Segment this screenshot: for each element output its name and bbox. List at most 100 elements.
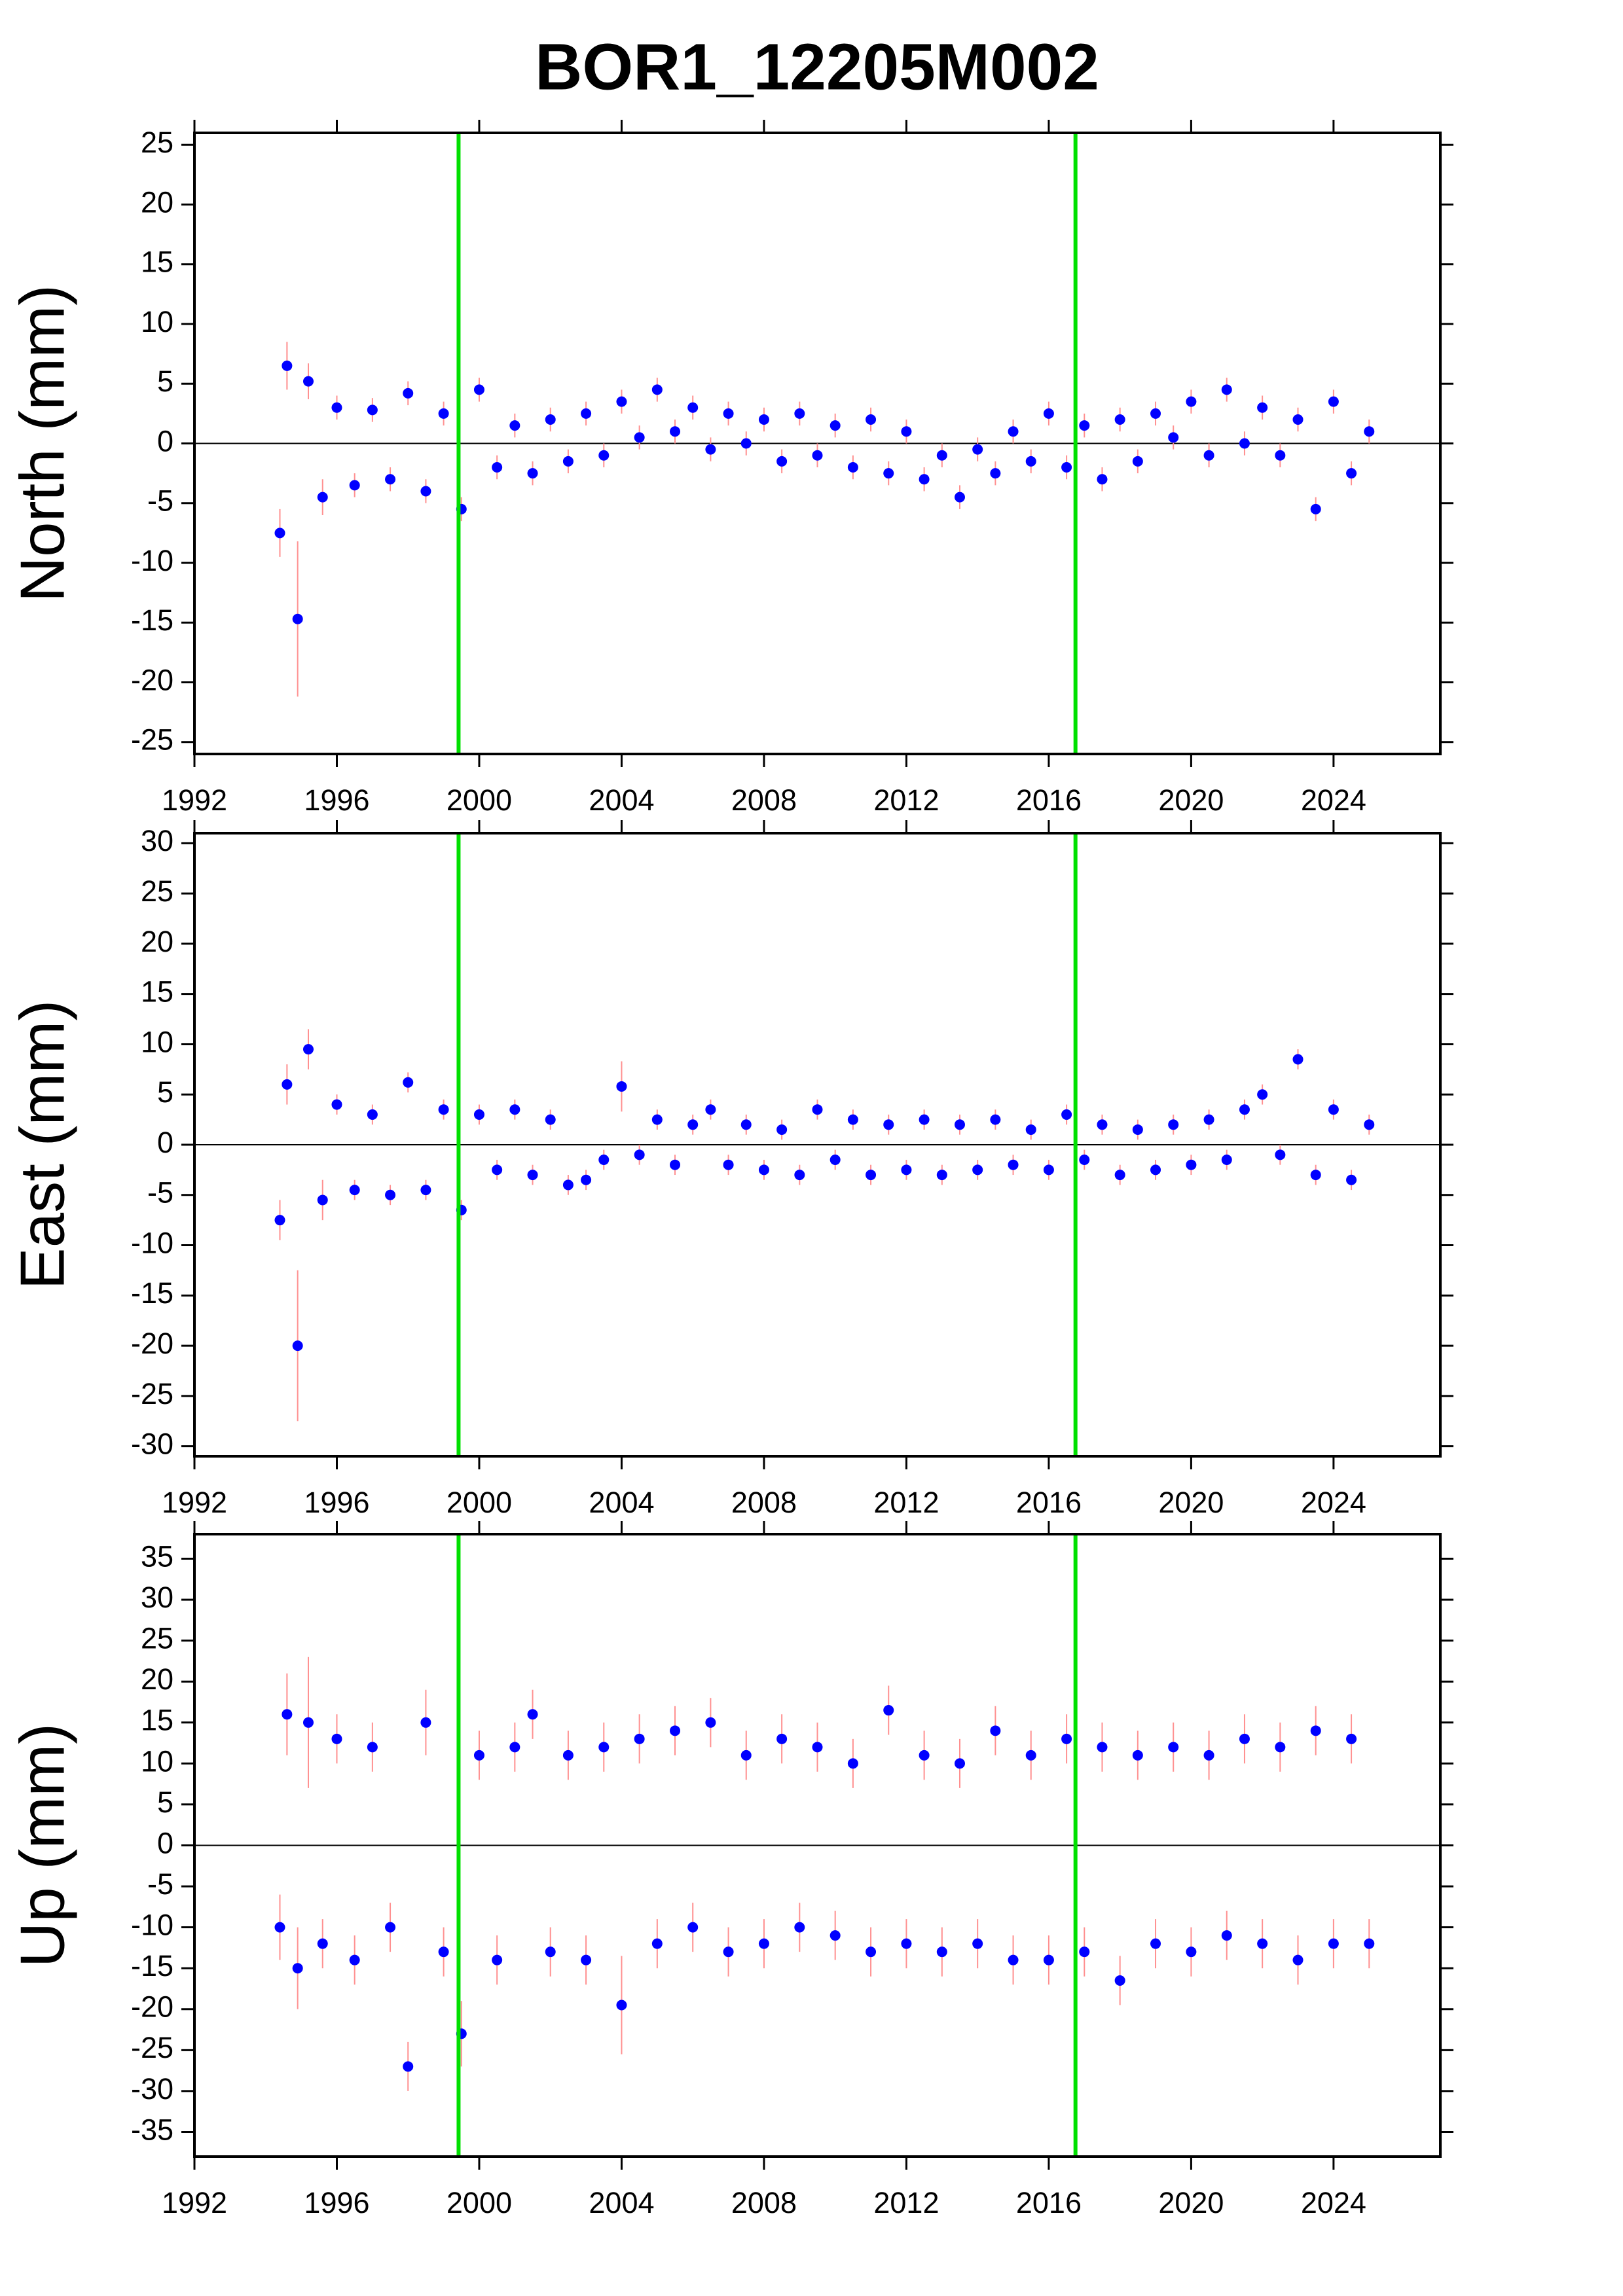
data-point (883, 1705, 894, 1716)
data-point (1221, 384, 1232, 395)
y-axis-label: East (mm) (7, 1000, 77, 1290)
data-point (1292, 414, 1304, 425)
data-point (403, 1077, 414, 1088)
data-point (527, 468, 538, 479)
data-point (1025, 1749, 1036, 1761)
data-point (1008, 1954, 1019, 1965)
data-point (302, 1717, 314, 1728)
x-tick-label: 2012 (873, 2186, 939, 2219)
data-point (1114, 1170, 1125, 1181)
data-point (1132, 1124, 1143, 1135)
data-point (403, 2061, 414, 2072)
data-point (758, 1164, 769, 1175)
figure-title: BOR1_12205M002 (535, 30, 1099, 103)
data-point (847, 1758, 858, 1769)
data-point (936, 450, 947, 461)
data-point (723, 1159, 734, 1170)
data-point (1079, 420, 1090, 431)
data-point (883, 468, 894, 479)
y-tick-label: 25 (141, 874, 173, 908)
data-point (1168, 1742, 1179, 1753)
data-point (473, 1109, 484, 1120)
data-point (420, 1185, 431, 1196)
data-point (776, 456, 788, 467)
data-point (990, 1114, 1001, 1125)
data-point (274, 528, 285, 539)
data-point (1043, 1164, 1054, 1175)
data-point (527, 1170, 538, 1181)
data-point (1328, 396, 1339, 407)
data-point (830, 1930, 841, 1941)
data-point (1079, 1155, 1090, 1166)
data-point (420, 1717, 431, 1728)
x-tick-label: 2000 (447, 1486, 512, 1519)
data-point (705, 1104, 716, 1115)
y-tick-label: 10 (141, 305, 173, 338)
y-tick-label: -10 (131, 1226, 173, 1259)
data-point (292, 1963, 303, 1974)
data-point (492, 1164, 503, 1175)
y-tick-label: -15 (131, 1276, 173, 1310)
data-point (883, 1119, 894, 1130)
y-tick-label: 35 (141, 1539, 173, 1573)
x-tick-label: 2008 (731, 783, 797, 817)
data-point (367, 1742, 378, 1753)
data-point (954, 1758, 965, 1769)
data-point (740, 1119, 752, 1130)
data-point (651, 1114, 663, 1125)
data-point (705, 1717, 716, 1728)
data-point (901, 1938, 912, 1949)
y-tick-label: -15 (131, 603, 173, 637)
y-tick-label: -25 (131, 2031, 173, 2064)
data-point (1008, 426, 1019, 437)
data-point (438, 1946, 449, 1958)
data-point (758, 414, 769, 425)
data-point (302, 1044, 314, 1055)
data-point (830, 420, 841, 431)
data-point (1328, 1104, 1339, 1115)
data-point (776, 1124, 788, 1135)
data-point (1008, 1159, 1019, 1170)
data-point (1025, 456, 1036, 467)
data-point (1364, 1938, 1375, 1949)
data-point (1328, 1938, 1339, 1949)
data-point (282, 1079, 293, 1090)
data-point (616, 2000, 627, 2011)
data-point (830, 1155, 841, 1166)
y-tick-label: 5 (157, 1075, 173, 1109)
x-tick-label: 2008 (731, 1486, 797, 1519)
x-tick-label: 2004 (589, 2186, 654, 2219)
y-tick-label: -20 (131, 663, 173, 696)
data-point (598, 1155, 610, 1166)
y-tick-label: -20 (131, 1990, 173, 2024)
y-tick-label: -10 (131, 544, 173, 577)
x-tick-label: 2000 (447, 783, 512, 817)
data-point (972, 444, 983, 455)
y-tick-label: 30 (141, 1581, 173, 1614)
data-point (562, 1179, 574, 1191)
data-point (292, 613, 303, 624)
data-point (990, 1725, 1001, 1736)
x-tick-label: 1996 (304, 2186, 369, 2219)
y-tick-label: -15 (131, 1949, 173, 1982)
data-point (274, 1922, 285, 1933)
y-tick-label: 10 (141, 1025, 173, 1058)
x-tick-label: 2020 (1158, 1486, 1224, 1519)
data-point (598, 450, 610, 461)
y-tick-label: -25 (131, 1377, 173, 1410)
data-point (282, 360, 293, 371)
data-point (1150, 1164, 1161, 1175)
data-point (866, 1170, 877, 1181)
data-point (866, 1946, 877, 1958)
data-point (1257, 402, 1268, 413)
data-point (492, 462, 503, 473)
data-point (866, 414, 877, 425)
x-tick-label: 2008 (731, 2186, 797, 2219)
data-point (794, 1922, 805, 1933)
y-tick-label: -30 (131, 1427, 173, 1461)
data-point (420, 486, 431, 497)
data-point (1132, 1749, 1143, 1761)
data-point (1275, 1149, 1286, 1160)
data-point (1203, 1749, 1214, 1761)
y-tick-label: -20 (131, 1327, 173, 1360)
